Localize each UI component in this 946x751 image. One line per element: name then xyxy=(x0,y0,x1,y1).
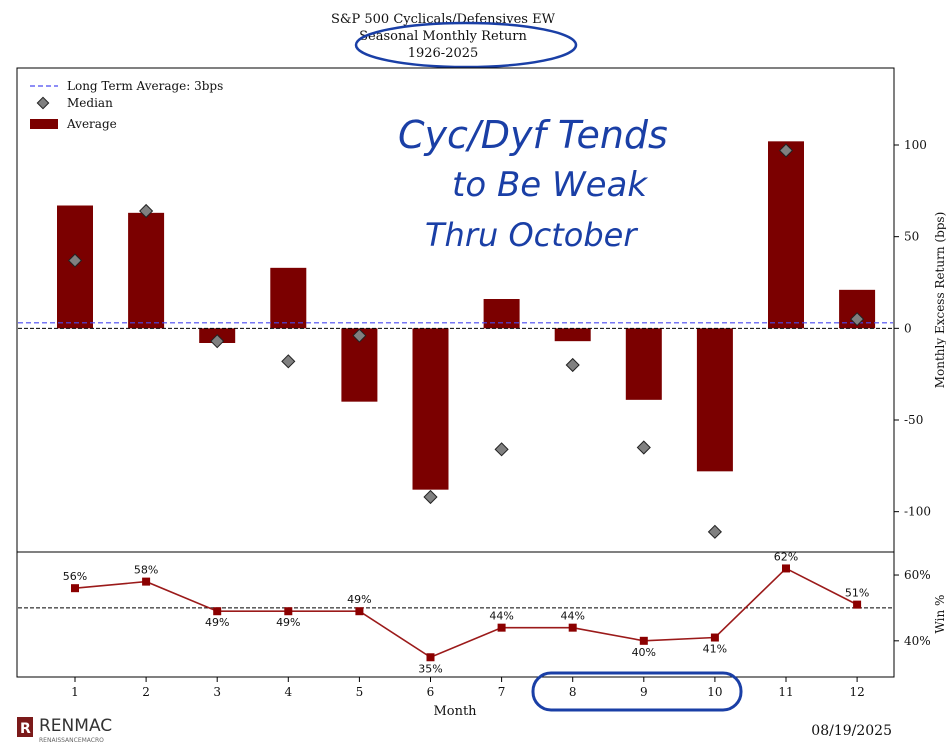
top-y-tick-label: 100 xyxy=(904,138,927,152)
median-marker-month-4 xyxy=(281,354,296,369)
x-tick-label-month-8: 8 xyxy=(569,685,577,699)
top-y-axis-label: Monthly Excess Return (bps) xyxy=(933,212,946,389)
x-tick-label-month-12: 12 xyxy=(849,685,864,699)
legend-label-median: Median xyxy=(67,96,113,110)
win-pct-label-month-5: 49% xyxy=(347,593,371,606)
annotation-line-3: Thru October xyxy=(425,216,638,254)
win-pct-line xyxy=(74,567,858,659)
x-axis: 1 2 3 4 5 6 7 8 9 10 11 12 xyxy=(71,677,865,699)
average-bar-month-8 xyxy=(554,328,591,342)
win-pct-label-month-8: 44% xyxy=(560,610,584,623)
top-panel xyxy=(18,141,893,539)
median-marker-month-10 xyxy=(707,524,722,539)
x-tick-label-month-4: 4 xyxy=(284,685,292,699)
bottom-panel-frame xyxy=(16,551,895,678)
x-tick-label-month-10: 10 xyxy=(707,685,722,699)
win-pct-label-month-2: 58% xyxy=(134,564,158,577)
bottom-y-tick-label: 40% xyxy=(904,634,931,648)
top-y-tick-label: -100 xyxy=(904,505,931,519)
win-pct-marker-month-5 xyxy=(355,607,364,616)
average-bar-month-11 xyxy=(768,141,804,329)
renmac-logo-mark-letter: R xyxy=(20,721,31,737)
win-pct-marker-month-11 xyxy=(782,564,790,573)
median-marker-month-2 xyxy=(139,203,154,219)
average-bar-month-2 xyxy=(128,212,165,329)
x-tick-label-month-6: 6 xyxy=(427,685,435,699)
top-y-axis: 100 50 0 -50 -100 xyxy=(894,138,931,519)
x-tick-label-month-1: 1 xyxy=(71,685,79,699)
bottom-y-axis-label: Win % xyxy=(933,595,946,634)
win-pct-marker-month-2 xyxy=(142,577,151,586)
handwritten-annotation: Cyc/Dyf Tends to Be Weak Thru October xyxy=(398,113,668,254)
median-marker-month-12 xyxy=(850,312,865,327)
win-pct-marker-month-1 xyxy=(71,584,79,593)
win-pct-label-month-10: 41% xyxy=(703,643,727,656)
win-pct-label-month-4: 49% xyxy=(276,616,300,629)
footer-date: 08/19/2025 xyxy=(811,723,892,739)
win-pct-marker-month-7 xyxy=(497,623,506,632)
win-pct-label-month-1: 56% xyxy=(63,570,87,583)
average-bar-month-4 xyxy=(270,267,307,329)
legend-average-swatch xyxy=(30,119,58,129)
average-bar-month-7 xyxy=(483,299,520,329)
bottom-y-tick-label: 60% xyxy=(904,568,931,582)
chart-title-line-3: 1926-2025 xyxy=(408,46,479,61)
win-pct-label-month-9: 40% xyxy=(632,646,656,659)
x-tick-label-month-11: 11 xyxy=(778,685,793,699)
average-bar-month-6 xyxy=(412,328,449,490)
bottom-y-axis: 60% 40% xyxy=(894,568,931,648)
x-tick-label-month-5: 5 xyxy=(356,685,364,699)
months-handdrawn-highlight xyxy=(531,671,743,712)
legend-label-long-term-average: Long Term Average: 3bps xyxy=(67,79,223,93)
top-y-tick-label: -50 xyxy=(904,413,923,427)
average-bar-month-9 xyxy=(625,328,662,400)
x-tick-label-month-3: 3 xyxy=(213,685,221,699)
win-pct-marker-month-12 xyxy=(853,600,862,609)
median-marker-month-11 xyxy=(778,143,794,158)
bottom-panel: 56% 58% 49% 49% 49% 35% 44% 44% 40% 41% 62% 51% xyxy=(18,550,893,675)
annotation-line-1: Cyc/Dyf Tends xyxy=(398,113,668,157)
win-pct-marker-month-9 xyxy=(639,636,648,645)
legend-median-swatch xyxy=(36,96,50,110)
renmac-logo-subtext: RENAISSANCEMACRO xyxy=(39,737,104,744)
x-tick-label-month-2: 2 xyxy=(142,685,150,699)
x-tick-label-month-9: 9 xyxy=(640,685,648,699)
win-pct-label-month-12: 51% xyxy=(845,587,869,600)
median-marker-month-7 xyxy=(494,442,509,457)
win-pct-marker-month-10 xyxy=(710,633,719,642)
renmac-logo-mark xyxy=(17,717,33,737)
top-y-tick-label: 50 xyxy=(904,230,919,244)
win-pct-label-month-11: 62% xyxy=(774,550,798,563)
chart-title-line-2: Seasonal Monthly Return xyxy=(359,29,527,44)
win-pct-marker-month-8 xyxy=(568,623,577,632)
top-y-tick-label: 0 xyxy=(904,321,912,335)
renmac-logo: R RENMAC RENAISSANCEMACRO xyxy=(17,716,112,744)
median-marker-month-6 xyxy=(423,489,438,505)
win-pct-label-month-7: 44% xyxy=(489,610,513,623)
legend-label-average: Average xyxy=(66,117,117,131)
annotation-line-2: to Be Weak xyxy=(452,165,648,205)
win-pct-marker-month-6 xyxy=(426,653,435,662)
median-marker-month-3 xyxy=(210,334,225,349)
average-bar-month-10 xyxy=(696,328,733,472)
title-handdrawn-circle xyxy=(354,21,578,69)
win-pct-label-month-3: 49% xyxy=(205,616,229,629)
median-marker-month-8 xyxy=(565,357,580,373)
median-marker-month-1 xyxy=(67,253,83,268)
x-tick-label-month-7: 7 xyxy=(498,685,506,699)
win-pct-marker-month-4 xyxy=(284,607,293,616)
win-pct-label-month-6: 35% xyxy=(418,662,442,675)
win-pct-marker-month-3 xyxy=(213,607,222,616)
median-marker-month-9 xyxy=(636,440,651,455)
x-axis-label: Month xyxy=(433,704,477,719)
median-marker-month-5 xyxy=(352,328,367,343)
renmac-logo-text: RENMAC xyxy=(39,716,112,736)
legend: Long Term Average: 3bps Median Average xyxy=(30,79,223,131)
